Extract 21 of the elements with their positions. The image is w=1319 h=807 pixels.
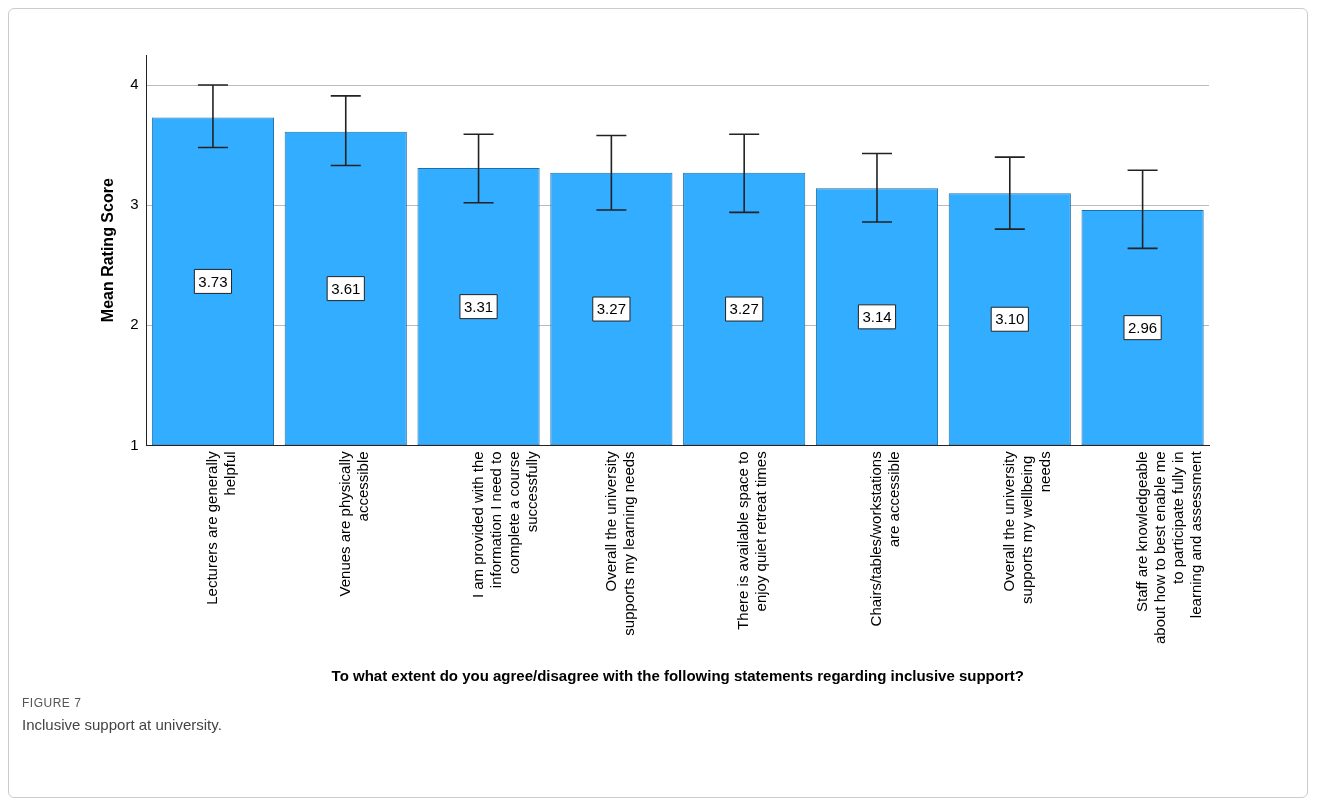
x-tick-label: Overall the university supports my wellbeing needs bbox=[999, 450, 1053, 604]
y-tick-label: 3 bbox=[130, 195, 139, 213]
data-label: 3.31 bbox=[463, 297, 494, 315]
data-label: 3.73 bbox=[198, 272, 228, 290]
caption: FIGURE 7 bbox=[22, 696, 82, 710]
x-tick-label: I am provided with the information I need to complete a course successfully bbox=[468, 450, 540, 599]
data-label: 3.10 bbox=[995, 310, 1025, 328]
y-tick-label: 1 bbox=[130, 435, 139, 453]
x-axis-title: To what extent do you agree/disagree with the following statements regarding inclusive support? bbox=[331, 667, 1024, 685]
data-label: 3.27 bbox=[596, 300, 626, 318]
y-tick-label: 2 bbox=[130, 315, 139, 333]
data-label: 2.96 bbox=[1127, 318, 1158, 336]
text: Inclusive support at university. bbox=[22, 716, 222, 733]
data-label: 3.27 bbox=[729, 300, 759, 318]
x-tick-label: Venues are physically accessible bbox=[335, 450, 371, 597]
data-label: 3.14 bbox=[862, 307, 892, 325]
x-tick-label: Lecturers are generally helpful bbox=[203, 450, 239, 605]
y-tick-label: 4 bbox=[130, 75, 139, 93]
y-axis-title: Mean Rating Score bbox=[99, 178, 117, 323]
x-tick-label: Chairs/tables/workstations are accessible bbox=[867, 451, 903, 627]
data-label: 3.61 bbox=[331, 279, 361, 297]
